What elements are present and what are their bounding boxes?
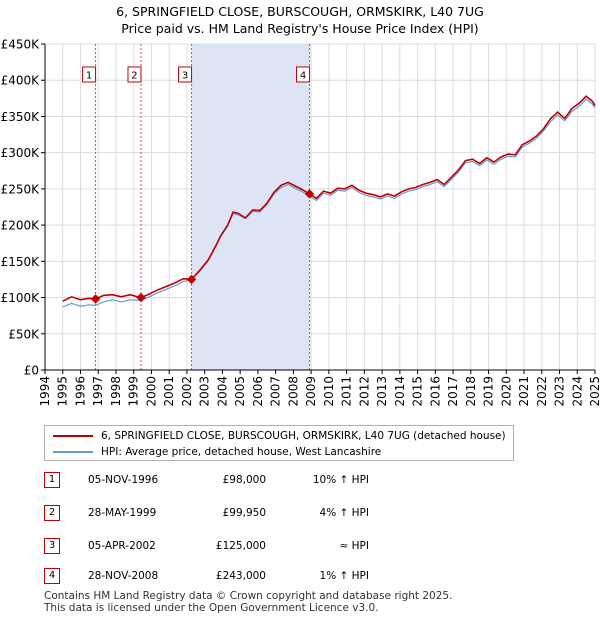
footer-line-1: Contains HM Land Registry data © Crown c… bbox=[44, 590, 453, 602]
x-tick-label: 2003 bbox=[198, 376, 212, 407]
sale-marker-box bbox=[178, 66, 193, 83]
x-tick-label: 2013 bbox=[375, 376, 389, 407]
x-tick-label: 2012 bbox=[357, 376, 371, 407]
y-tick-label: £400K bbox=[1, 74, 41, 88]
x-tick-label: 2005 bbox=[233, 376, 247, 407]
sale-hpi-comparison: 10% ↑ HPI bbox=[312, 474, 369, 486]
title-line-2: Price paid vs. HM Land Registry's House … bbox=[121, 21, 479, 36]
x-tick-label: 2002 bbox=[180, 376, 194, 407]
footer-attribution: Contains HM Land Registry data © Crown c… bbox=[44, 590, 452, 614]
ownership-shade bbox=[191, 44, 310, 370]
x-tick-label: 2022 bbox=[535, 376, 549, 407]
sale-date: 28-MAY-1999 bbox=[88, 507, 157, 519]
chart-title: 6, SPRINGFIELD CLOSE, BURSCOUGH, ORMSKIR… bbox=[0, 3, 600, 37]
y-tick-label: £350K bbox=[1, 110, 41, 124]
x-tick-label: 2011 bbox=[340, 376, 354, 407]
sale-date: 05-NOV-1996 bbox=[88, 474, 159, 486]
sale-row: 1 05-NOV-1996 £98,000 10% ↑ HPI bbox=[44, 472, 514, 490]
y-tick-label: £450K bbox=[1, 38, 41, 52]
sale-marker-box bbox=[127, 66, 142, 83]
x-tick-label: 2015 bbox=[411, 376, 425, 407]
legend-swatch-hpi bbox=[53, 451, 93, 453]
sale-point-marker bbox=[186, 274, 197, 285]
x-tick-label: 2004 bbox=[215, 376, 229, 407]
sale-number-badge: 1 bbox=[44, 472, 60, 488]
sale-marker-box bbox=[82, 66, 97, 83]
legend-label-hpi: HPI: Average price, detached house, West… bbox=[101, 446, 382, 458]
plot-background bbox=[45, 44, 595, 370]
sale-row: 4 28-NOV-2008 £243,000 1% ↑ HPI bbox=[44, 568, 514, 586]
sale-price: £243,000 bbox=[215, 570, 266, 582]
sale-price: £98,000 bbox=[222, 474, 266, 486]
y-tick-label: £100K bbox=[1, 291, 41, 305]
sale-point-marker bbox=[136, 292, 146, 303]
sale-row: 2 28-MAY-1999 £99,950 4% ↑ HPI bbox=[44, 505, 514, 523]
y-tick-label: £50K bbox=[8, 327, 40, 341]
x-tick-label: 2018 bbox=[464, 376, 478, 407]
x-tick-label: 2025 bbox=[588, 376, 600, 407]
x-tick-label: 2016 bbox=[428, 376, 442, 407]
x-tick-label: 2000 bbox=[144, 376, 158, 407]
y-tick-label: £150K bbox=[1, 255, 41, 269]
sale-number-badge: 2 bbox=[44, 505, 60, 521]
x-tick-label: 2008 bbox=[286, 376, 300, 407]
x-tick-label: 1997 bbox=[91, 376, 105, 407]
footer-line-2: This data is licensed under the Open Gov… bbox=[44, 602, 379, 614]
sale-marker-box bbox=[296, 66, 311, 83]
y-tick-label: £250K bbox=[1, 182, 41, 196]
price-chart: 1 2 3 4 £0 £50K £100K £150K £200K £250K £300K £350… bbox=[1, 38, 600, 407]
sale-marker-label: 3 bbox=[182, 71, 188, 82]
y-tick-label: £300K bbox=[1, 146, 41, 160]
property-price-line bbox=[62, 95, 596, 302]
y-tick-label: £0 bbox=[24, 364, 39, 378]
x-tick-label: 1994 bbox=[38, 376, 52, 407]
x-tick-label: 1995 bbox=[56, 376, 70, 407]
sale-marker-label: 2 bbox=[131, 71, 137, 82]
sale-marker-label: 1 bbox=[86, 71, 92, 82]
x-tick-label: 2006 bbox=[251, 376, 265, 407]
x-tick-label: 2009 bbox=[304, 376, 318, 407]
sale-point-marker bbox=[90, 294, 101, 304]
x-tick-label: 1998 bbox=[109, 376, 123, 407]
legend-item-hpi: HPI: Average price, detached house, West… bbox=[53, 444, 381, 460]
x-tick-label: 2019 bbox=[482, 376, 496, 407]
x-tick-label: 2024 bbox=[570, 376, 584, 407]
x-tick-label: 2023 bbox=[553, 376, 567, 407]
x-tick-label: 2007 bbox=[269, 376, 283, 407]
x-tick-label: 2020 bbox=[499, 376, 513, 407]
x-tick-label: 2021 bbox=[517, 376, 531, 407]
x-tick-label: 2017 bbox=[446, 376, 460, 407]
sale-hpi-comparison: 4% ↑ HPI bbox=[319, 507, 369, 519]
legend-item-property: 6, SPRINGFIELD CLOSE, BURSCOUGH, ORMSKIR… bbox=[53, 428, 506, 444]
hpi-line bbox=[62, 98, 596, 308]
sale-price: £99,950 bbox=[222, 507, 266, 519]
sale-hpi-comparison: 1% ↑ HPI bbox=[319, 570, 369, 582]
title-line-1: 6, SPRINGFIELD CLOSE, BURSCOUGH, ORMSKIR… bbox=[116, 4, 484, 19]
sale-row: 3 05-APR-2002 £125,000 ≈ HPI bbox=[44, 538, 514, 556]
x-tick-label: 1996 bbox=[73, 376, 87, 407]
y-tick-label: £200K bbox=[1, 219, 41, 233]
x-tick-label: 2001 bbox=[162, 376, 176, 407]
sale-date: 28-NOV-2008 bbox=[88, 570, 159, 582]
legend-label-property: 6, SPRINGFIELD CLOSE, BURSCOUGH, ORMSKIR… bbox=[101, 430, 506, 442]
sale-point-marker bbox=[304, 189, 315, 199]
legend-swatch-property bbox=[53, 435, 93, 437]
sale-number-badge: 3 bbox=[44, 538, 60, 554]
sale-hpi-comparison: ≈ HPI bbox=[339, 540, 369, 552]
x-tick-label: 2010 bbox=[322, 376, 336, 407]
x-tick-label: 2014 bbox=[393, 376, 407, 407]
sale-price: £125,000 bbox=[215, 540, 266, 552]
sale-date: 05-APR-2002 bbox=[88, 540, 156, 552]
x-tick-label: 1999 bbox=[127, 376, 141, 407]
sale-marker-label: 4 bbox=[300, 71, 306, 82]
chart-legend: 6, SPRINGFIELD CLOSE, BURSCOUGH, ORMSKIR… bbox=[44, 425, 514, 461]
sale-number-badge: 4 bbox=[44, 568, 60, 584]
